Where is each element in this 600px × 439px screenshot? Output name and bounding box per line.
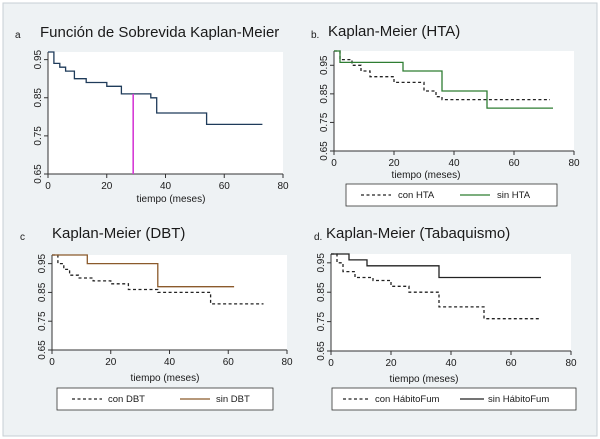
x-tick-label: 40	[445, 358, 457, 369]
x-tick-label: 20	[388, 158, 400, 169]
x-tick-label: 40	[160, 181, 172, 192]
y-tick-label: 0.85	[37, 282, 48, 302]
legend-label: con HábitoFum	[375, 394, 440, 405]
x-tick-label: 80	[277, 181, 289, 192]
chart-marks: 0 20 40 60 80 0.65 0.75 0.85 0.95	[33, 49, 289, 192]
x-tick-label: 20	[105, 357, 117, 368]
y-tick-label: 0.85	[33, 88, 44, 108]
x-tick-label: 40	[164, 357, 176, 368]
legend-box	[56, 387, 274, 411]
plot-area	[331, 254, 571, 351]
y-tick-label: 0.65	[33, 164, 44, 184]
panel-a: a Función de Sobrevida Kaplan-Meier 0 20 4…	[15, 24, 289, 205]
x-axis-label: tiempo (meses)	[390, 374, 459, 385]
y-tick-label: 0.95	[37, 253, 48, 273]
chart-marks: 0 20 40 60 80 0.65 0.75 0.85 0.95	[319, 50, 580, 169]
survival-curve	[331, 253, 541, 320]
x-tick-label: 0	[49, 357, 55, 368]
legend: con HTA sin HTA	[345, 183, 558, 207]
x-tick-label: 20	[385, 358, 397, 369]
x-tick-label: 60	[505, 358, 517, 369]
plot-area	[52, 255, 287, 350]
legend-label: con HTA	[398, 190, 435, 201]
legend-label: sin HTA	[497, 190, 531, 201]
legend-label: sin DBT	[216, 394, 250, 405]
y-tick-label: 0.95	[319, 55, 330, 75]
x-tick-label: 80	[568, 158, 580, 169]
legend-box	[345, 183, 558, 207]
legend-label: sin HábitoFum	[488, 394, 549, 405]
y-tick-label: 0.85	[316, 282, 327, 302]
chart-marks: 0 20 40 60 80 0.65 0.75 0.85 0.95	[316, 253, 577, 369]
chart-title: Kaplan-Meier (HTA)	[328, 23, 460, 40]
legend: con DBT sin DBT	[56, 387, 274, 411]
legend-box	[331, 387, 577, 411]
y-tick-label: 0.95	[316, 253, 327, 273]
x-axis-label: tiempo (meses)	[392, 170, 461, 181]
chart-marks: 0 20 40 60 80 0.65 0.75 0.85 0.95	[37, 253, 293, 368]
x-tick-label: 60	[508, 158, 520, 169]
chart-title: Función de Sobrevida Kaplan-Meier	[40, 24, 279, 41]
x-tick-label: 0	[331, 158, 337, 169]
x-tick-label: 0	[328, 358, 334, 369]
panel-letter: a	[15, 30, 21, 41]
x-tick-label: 60	[219, 181, 231, 192]
y-tick-label: 0.65	[316, 341, 327, 361]
survival-curve	[334, 50, 550, 101]
y-tick-label: 0.75	[316, 311, 327, 331]
panel-c: c Kaplan-Meier (DBT) 0 20 40 60 80 0.65 0.75 0.…	[20, 225, 293, 411]
y-tick-label: 0.95	[33, 49, 44, 69]
panel-d: d. Kaplan-Meier (Tabaquismo) 0 20 40 60 80 0.…	[314, 225, 577, 411]
plot-area	[334, 51, 574, 151]
survival-curve	[334, 50, 553, 109]
y-tick-label: 0.75	[33, 126, 44, 146]
survival-curve	[52, 254, 235, 288]
x-tick-label: 40	[448, 158, 460, 169]
panel-letter: b.	[311, 30, 319, 41]
legend-label: con DBT	[108, 394, 145, 405]
x-axis-label: tiempo (meses)	[137, 194, 206, 205]
y-tick-label: 0.75	[319, 112, 330, 132]
chart-title: Kaplan-Meier (Tabaquismo)	[326, 225, 510, 242]
chart-title: Kaplan-Meier (DBT)	[52, 225, 185, 242]
x-tick-label: 80	[565, 358, 577, 369]
y-tick-label: 0.75	[37, 311, 48, 331]
y-tick-label: 0.65	[319, 141, 330, 161]
panel-letter: d.	[314, 232, 322, 243]
x-tick-label: 0	[45, 181, 51, 192]
panel-letter: c	[20, 232, 25, 243]
survival-curve	[48, 51, 263, 126]
x-tick-label: 20	[101, 181, 113, 192]
legend: con HábitoFum sin HábitoFum	[331, 387, 577, 411]
x-axis-label: tiempo (meses)	[131, 373, 200, 384]
survival-curve	[331, 253, 541, 279]
x-tick-label: 80	[281, 357, 293, 368]
x-tick-label: 60	[223, 357, 235, 368]
survival-curve	[52, 254, 264, 305]
y-tick-label: 0.85	[319, 84, 330, 104]
panel-b: b. Kaplan-Meier (HTA) 0 20 40 60 800.650.750…	[311, 23, 580, 207]
y-tick-label: 0.65	[37, 340, 48, 360]
